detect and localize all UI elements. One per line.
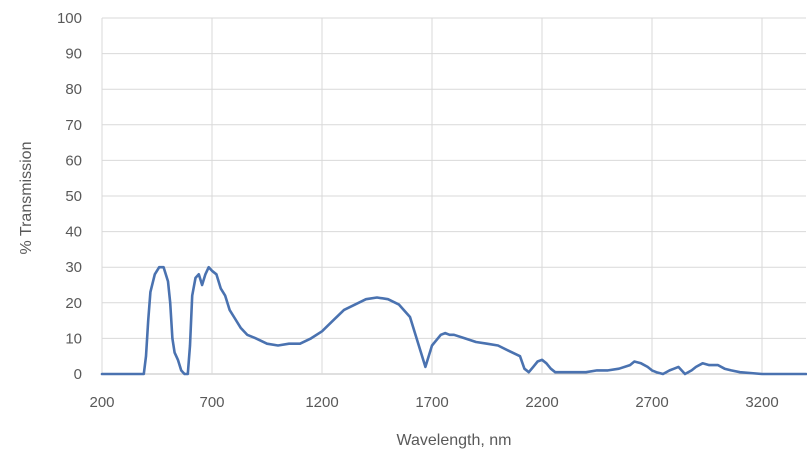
x-tick-label: 200 bbox=[89, 394, 114, 411]
y-tick-label: 80 bbox=[65, 81, 82, 98]
y-tick-label: 10 bbox=[65, 330, 82, 347]
series-layer bbox=[100, 265, 807, 376]
y-tick-label: 60 bbox=[65, 152, 82, 169]
y-axis-title: % Transmission bbox=[18, 142, 35, 255]
y-tick-label: 90 bbox=[65, 46, 82, 63]
y-tick-label: 100 bbox=[57, 10, 82, 27]
x-tick-label: 700 bbox=[199, 394, 224, 411]
x-tick-label: 1700 bbox=[415, 394, 448, 411]
x-tick-label: 2700 bbox=[635, 394, 668, 411]
x-tick-label: 2200 bbox=[525, 394, 558, 411]
transmission-series-line bbox=[100, 265, 807, 376]
axes: 0 10 20 30 40 50 60 70 80 90 100 200 700 1200 1700 2200… bbox=[57, 10, 779, 411]
y-tick-label: 30 bbox=[65, 259, 82, 276]
x-axis-title: Wavelength, nm bbox=[396, 432, 511, 449]
y-tick-label: 50 bbox=[65, 188, 82, 205]
y-tick-label: 0 bbox=[74, 366, 82, 383]
grid bbox=[101, 17, 806, 375]
y-tick-label: 40 bbox=[65, 224, 82, 241]
y-tick-label: 70 bbox=[65, 117, 82, 134]
x-tick-label: 1200 bbox=[305, 394, 338, 411]
y-tick-label: 20 bbox=[65, 295, 82, 312]
x-tick-label: 3200 bbox=[745, 394, 778, 411]
